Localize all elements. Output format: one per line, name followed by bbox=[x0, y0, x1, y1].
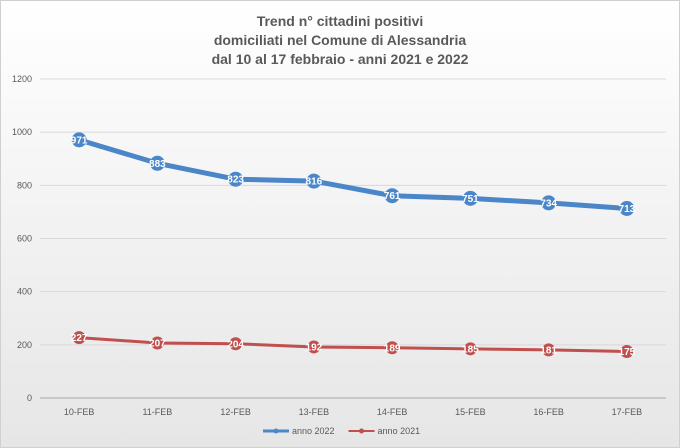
data-label: 204 bbox=[227, 339, 244, 350]
legend-label-anno-2022: anno 2022 bbox=[292, 426, 335, 436]
data-point bbox=[542, 343, 556, 357]
y-tick-label: 200 bbox=[17, 340, 32, 350]
data-label: 227 bbox=[71, 333, 88, 344]
x-tick-label: 14-FEB bbox=[377, 407, 408, 417]
chart-title-line-2: domiciliati nel Comune di Alessandria bbox=[213, 32, 467, 48]
gridlines bbox=[40, 78, 666, 399]
data-label: 883 bbox=[149, 159, 166, 170]
legend-label-anno-2021: anno 2021 bbox=[378, 426, 421, 436]
x-tick-label: 15-FEB bbox=[455, 407, 486, 417]
data-label: 971 bbox=[71, 135, 88, 146]
chart-title-line-3: dal 10 al 17 febbraio - anni 2021 e 2022 bbox=[211, 51, 469, 67]
y-tick-label: 600 bbox=[17, 234, 32, 244]
data-point bbox=[71, 132, 87, 148]
series-line-anno-2021 bbox=[77, 336, 629, 353]
x-tick-label: 12-FEB bbox=[220, 407, 251, 417]
data-point bbox=[462, 190, 478, 206]
x-tick-label: 17-FEB bbox=[612, 407, 643, 417]
x-tick-label: 16-FEB bbox=[533, 407, 564, 417]
y-tick-label: 1000 bbox=[12, 127, 32, 137]
data-point bbox=[619, 200, 635, 216]
y-axis-ticks: 0 200 400 600 800 1000 1200 bbox=[12, 74, 32, 403]
data-point bbox=[72, 331, 86, 345]
data-point bbox=[150, 336, 164, 350]
data-label: 713 bbox=[619, 204, 636, 215]
data-point bbox=[306, 173, 322, 189]
data-label: 185 bbox=[462, 344, 479, 355]
data-label: 823 bbox=[227, 175, 244, 186]
data-label: 816 bbox=[306, 177, 323, 188]
data-point bbox=[620, 344, 634, 358]
data-label: 175 bbox=[619, 347, 636, 358]
series-line-anno-2022 bbox=[76, 137, 630, 211]
y-tick-label: 800 bbox=[17, 180, 32, 190]
data-label: 761 bbox=[384, 191, 401, 202]
data-label: 207 bbox=[149, 338, 166, 349]
data-point bbox=[229, 337, 243, 351]
data-point bbox=[149, 155, 165, 171]
x-axis: 10-FEB 11-FEB 12-FEB 13-FEB 14-FEB 15-FEB 16-F… bbox=[64, 407, 642, 417]
data-label: 734 bbox=[540, 198, 557, 209]
data-point bbox=[228, 171, 244, 187]
chart-title: Trend n° cittadini positivi domiciliati … bbox=[0, 12, 680, 69]
data-point bbox=[541, 195, 557, 211]
x-tick-label: 13-FEB bbox=[299, 407, 330, 417]
y-tick-label: 0 bbox=[27, 393, 32, 403]
legend-marker bbox=[359, 428, 365, 434]
data-point bbox=[384, 188, 400, 204]
data-label: 192 bbox=[306, 342, 323, 353]
y-tick-label: 1200 bbox=[12, 74, 32, 84]
data-point bbox=[385, 341, 399, 355]
y-tick-label: 400 bbox=[17, 287, 32, 297]
data-label: 751 bbox=[462, 194, 479, 205]
legend-marker bbox=[273, 428, 279, 434]
legend: anno 2022 anno 2021 bbox=[263, 426, 420, 436]
x-tick-label: 10-FEB bbox=[64, 407, 95, 417]
data-point bbox=[463, 342, 477, 356]
data-point bbox=[307, 340, 321, 354]
x-tick-label: 11-FEB bbox=[142, 407, 172, 417]
chart-title-line-1: Trend n° cittadini positivi bbox=[256, 13, 424, 29]
series-layer: 971 883 823 816 761 751 734 713 227 207 204 192 189 1… bbox=[71, 132, 636, 358]
data-label: 181 bbox=[540, 345, 557, 356]
data-label: 189 bbox=[384, 343, 401, 354]
